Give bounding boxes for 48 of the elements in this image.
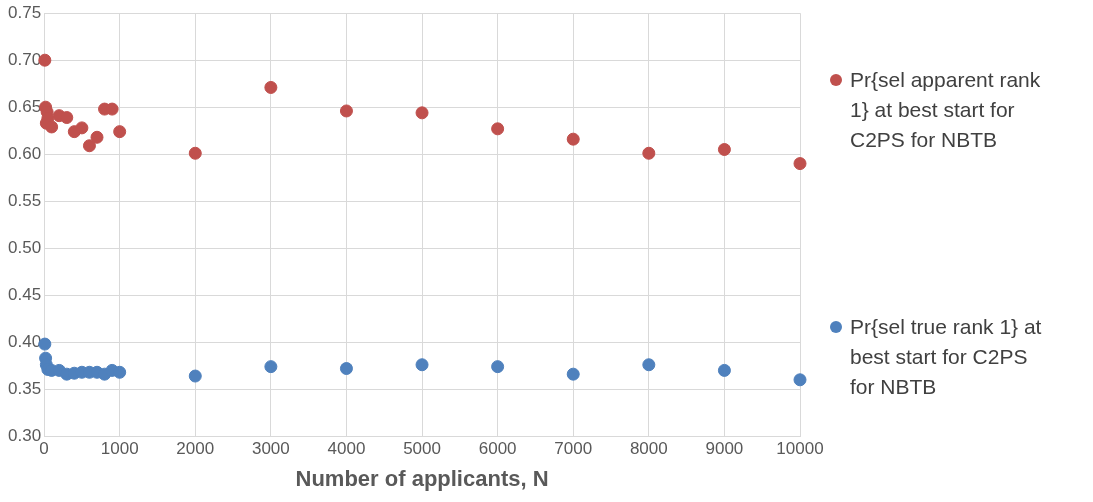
x-tick-label: 7000: [554, 439, 593, 459]
y-tick-label: 0.70: [7, 49, 42, 69]
legend-label: Pr{sel apparent rank 1} at best start for C2PS for NBTB: [850, 67, 1042, 153]
point: [113, 125, 127, 139]
x-tick-label: 9000: [705, 439, 744, 459]
point: [339, 362, 353, 376]
x-tick-label: 5000: [403, 439, 441, 459]
point: [339, 104, 353, 118]
y-tick-label: 0.75: [7, 2, 42, 22]
point: [82, 139, 96, 153]
y-tick-label: 0.50: [7, 237, 42, 257]
point: [566, 132, 580, 146]
point: [717, 143, 731, 156]
point: [793, 157, 807, 171]
y-tick-label: 0.35: [7, 378, 42, 398]
legend-label: Pr{sel true rank 1} at best start for C2PS for NBTB: [850, 314, 1043, 400]
point: [75, 121, 89, 135]
point: [793, 373, 807, 387]
point: [491, 360, 505, 374]
point: [188, 146, 202, 160]
x-tick-label: 8000: [629, 439, 668, 459]
point: [415, 106, 429, 120]
x-tick-label: 3000: [251, 439, 290, 459]
point: [188, 369, 202, 383]
x-tick-label: 10000: [776, 439, 824, 459]
y-tick-label: 0.65: [7, 96, 42, 116]
x-tick-label: 1000: [100, 439, 139, 459]
point: [415, 358, 429, 372]
x-tick-label: 6000: [478, 439, 517, 459]
y-tick-label: 0.55: [7, 190, 42, 210]
y-tick-label: 0.40: [7, 331, 42, 351]
point: [264, 360, 278, 374]
point: [90, 130, 104, 144]
point: [45, 120, 59, 134]
x-tick-label: 2000: [176, 439, 215, 459]
y-tick-label: 0.45: [7, 284, 42, 304]
point: [264, 80, 278, 94]
point: [566, 367, 580, 381]
x-tick-label: 0: [39, 439, 49, 459]
point: [491, 122, 505, 136]
x-tick-label: 4000: [327, 439, 366, 459]
point: [642, 146, 656, 160]
point: [60, 111, 74, 125]
point: [717, 363, 731, 377]
y-tick-label: 0.60: [7, 143, 42, 163]
point: [642, 358, 656, 372]
point: [113, 365, 127, 379]
x-axis-title: Number of applicants, N: [295, 465, 549, 491]
